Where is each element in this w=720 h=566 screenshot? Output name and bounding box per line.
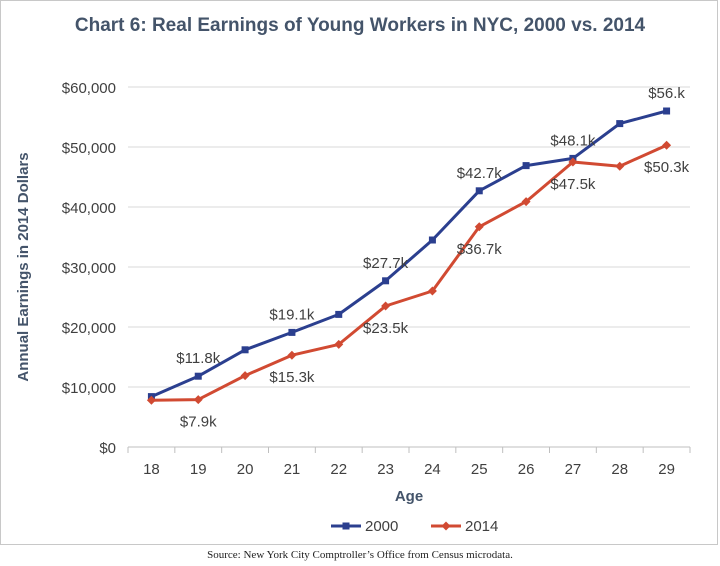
data-label: $7.9k [180, 414, 217, 431]
point-2000 [663, 107, 671, 115]
x-tick-label: 24 [424, 461, 441, 478]
point-2000 [288, 328, 296, 336]
point-2014 [568, 157, 578, 167]
series-line-2014 [151, 143, 668, 402]
x-tick-label: 26 [518, 461, 535, 478]
point-2014 [427, 286, 437, 296]
x-tick-label: 22 [330, 461, 347, 478]
x-tick-label: 18 [143, 461, 160, 478]
chart-frame: Chart 6: Real Earnings of Young Workers … [0, 0, 718, 545]
y-tick-label: $40,000 [62, 200, 116, 217]
y-tick-label: $50,000 [62, 140, 116, 157]
x-tick-label: 28 [611, 461, 628, 478]
source-note: Source: New York City Comptroller’s Offi… [207, 549, 513, 561]
data-label: $47.5k [550, 176, 596, 193]
y-axis-title: Annual Earnings in 2014 Dollars [15, 152, 32, 381]
data-label: $42.7k [457, 165, 503, 182]
x-tick-label: 21 [284, 461, 301, 478]
point-2000 [522, 162, 530, 170]
point-2014 [146, 395, 156, 405]
point-2014 [287, 350, 297, 360]
x-tick-label: 29 [658, 461, 675, 478]
point-2000 [194, 372, 202, 380]
data-label: $11.8k [176, 350, 220, 367]
x-tick-label: 27 [565, 461, 582, 478]
point-2000 [428, 236, 436, 244]
x-tick-label: 20 [237, 461, 254, 478]
data-label: $36.7k [457, 241, 503, 258]
y-tick-label: $20,000 [62, 320, 116, 337]
point-2014 [615, 161, 625, 171]
data-label: $15.3k [269, 369, 315, 386]
data-label: $19.1k [269, 306, 315, 323]
point-2014 [381, 301, 391, 311]
y-tick-label: $30,000 [62, 260, 116, 277]
data-label: $56.k [648, 85, 685, 102]
legend-marker-2000 [342, 522, 350, 530]
data-label: $48.1k [550, 132, 596, 149]
x-tick-label: 25 [471, 461, 488, 478]
point-2000 [475, 187, 483, 195]
x-tick-label: 23 [377, 461, 394, 478]
point-2014 [662, 140, 672, 150]
point-2000 [382, 277, 390, 285]
x-tick-label: 19 [190, 461, 207, 478]
point-2000 [335, 310, 343, 318]
x-axis-title: Age [395, 488, 423, 505]
y-tick-label: $0 [99, 440, 116, 457]
point-2000 [616, 120, 624, 128]
point-2014 [521, 197, 531, 207]
point-2000 [241, 346, 249, 354]
chart-plot: $0 $10,000 $20,000 $30,000 $40,000 $50,000 $60… [15, 80, 691, 535]
point-2014 [334, 339, 344, 349]
legend-label: 2000 [365, 518, 398, 535]
chart-title: Chart 6: Real Earnings of Young Workers … [74, 15, 646, 36]
legend-marker-2014 [441, 521, 451, 531]
point-2014 [193, 395, 203, 405]
point-2014 [474, 222, 484, 232]
data-label: $50.3k [644, 159, 690, 176]
data-label: $27.7k [363, 255, 409, 272]
legend-label: 2014 [465, 518, 498, 535]
point-2014 [240, 371, 250, 381]
series-line-2000 [150, 109, 667, 398]
data-label: $23.5k [363, 320, 409, 337]
y-tick-label: $10,000 [62, 380, 116, 397]
y-tick-label: $60,000 [62, 80, 116, 97]
